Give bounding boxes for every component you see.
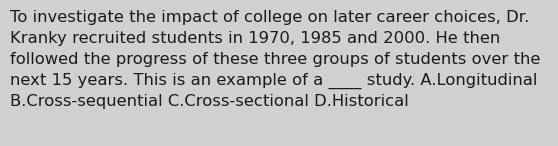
Text: Kranky recruited students in 1970, 1985 and 2000. He then: Kranky recruited students in 1970, 1985 … <box>10 31 501 46</box>
Text: next 15 years. This is an example of a ____ study. A.Longitudinal: next 15 years. This is an example of a _… <box>10 73 537 89</box>
Text: followed the progress of these three groups of students over the: followed the progress of these three gro… <box>10 52 540 67</box>
Text: B.Cross-sequential C.Cross-sectional D.Historical: B.Cross-sequential C.Cross-sectional D.H… <box>10 94 409 109</box>
Text: To investigate the impact of college on later career choices, Dr.: To investigate the impact of college on … <box>10 10 529 25</box>
